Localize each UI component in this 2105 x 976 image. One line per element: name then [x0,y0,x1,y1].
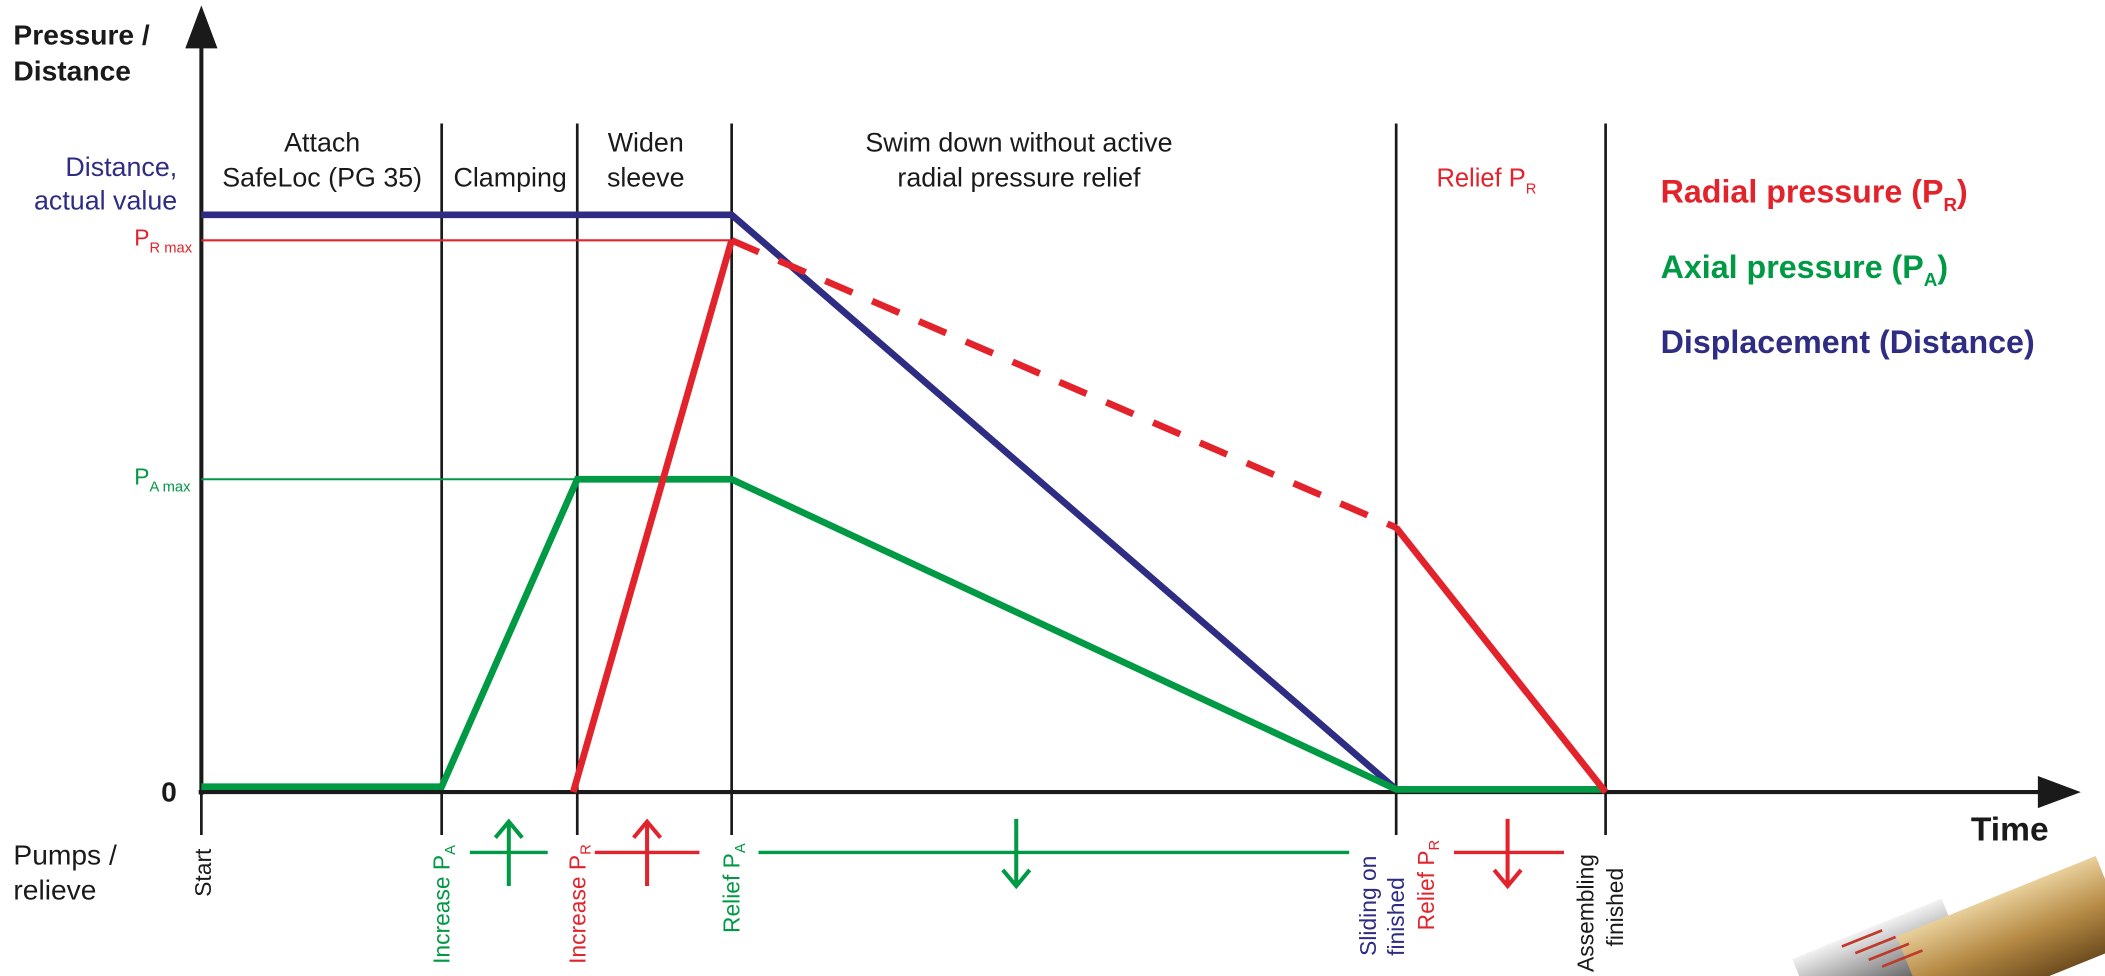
radial-curve [573,240,731,792]
phase-label: Swim down without active [865,128,1172,158]
text-part: Increase P [429,855,455,964]
phase-label: radial pressure relief [897,163,1141,193]
text-part: Radial pressure (P [1661,174,1944,210]
axes [185,5,2081,808]
phase-label: SafeLoc (PG 35) [222,163,422,193]
row-label: Pumps / [13,839,117,871]
event-label: Assembling [1573,854,1599,972]
event-label: Increase PR [564,844,594,964]
legend-entry: Displacement (Distance) [1661,324,2035,360]
pa-max-label: PA max [134,464,191,496]
text-part: A [733,843,749,853]
event-label: Sliding on [1355,856,1381,956]
y-axis-label: Pressure / [13,18,149,50]
radial-curve [1396,528,1605,792]
text-part: ) [1957,174,1968,210]
pump-arrows [470,819,1564,886]
legend-entry: Radial pressure (PR) [1661,174,1968,215]
pr-max-label: PR max [134,225,192,257]
radial-curve-dashed [732,240,1397,527]
distance-label: Distance, [65,152,177,182]
distance-label: actual value [34,185,177,215]
phase-label: Widen [608,128,684,158]
phase-label: Attach [284,128,360,158]
event-label: Increase PA [429,845,459,964]
event-label: Start [190,848,216,897]
text-part: R max [149,240,192,256]
text-part: ) [1937,249,1948,285]
text-part: P [134,225,149,251]
text-part: Relief P [1436,165,1525,193]
diagram: Pressure / Distance 0 Time Pumps / relie… [0,0,2105,976]
text-part: Increase P [564,855,590,964]
row-label: relieve [13,873,96,905]
event-label: Relief PR [1413,840,1443,931]
relief-phase-label: Relief PR [1436,165,1536,198]
phase-label: sleeve [607,163,685,193]
text-part: R [1526,181,1537,197]
phase-label: Clamping [453,163,566,193]
y-axis-label: Distance [13,55,131,87]
text-part: A [1924,269,1938,290]
x-axis-label: Time [1971,811,2049,848]
legend-entry: Axial pressure (PA) [1661,249,1948,290]
text-part: P [134,464,149,490]
event-label: Relief PA [719,843,749,933]
text-part: A [443,845,459,855]
text-part: A max [149,479,191,495]
product-illustration [1792,856,2105,976]
event-label: finished [1383,877,1409,956]
text-part: R [1943,194,1957,215]
text-part: Relief P [719,853,745,933]
text-part: R [579,844,595,855]
text-part: Displacement (Distance) [1661,324,2035,360]
text-part: Relief P [1413,850,1439,930]
event-label: finished [1602,868,1628,947]
text-part: R [1427,840,1443,851]
text-part: Axial pressure (P [1661,249,1924,285]
zero-label: 0 [161,775,177,807]
